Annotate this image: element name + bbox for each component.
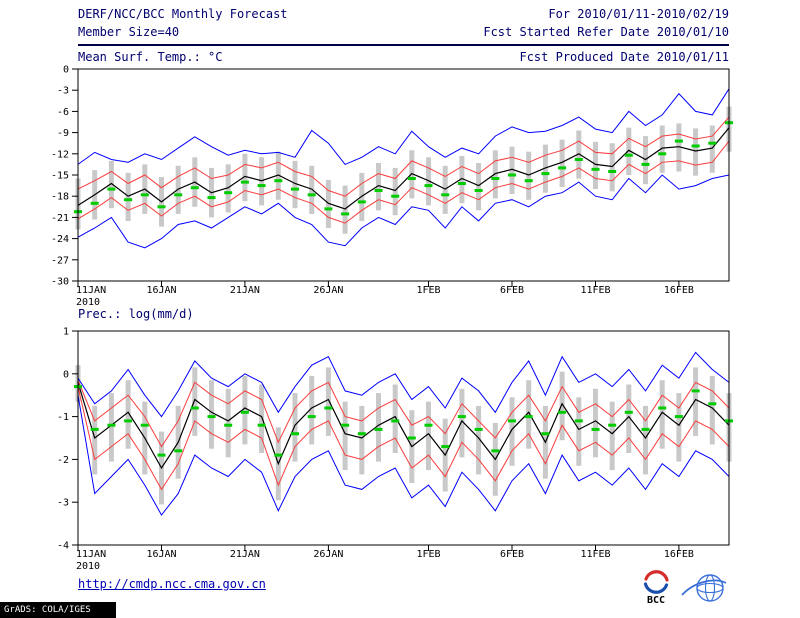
svg-text:6FEB: 6FEB — [500, 285, 524, 296]
series-upper-blue — [77, 351, 730, 418]
svg-text:16FEB: 16FEB — [664, 285, 694, 296]
series-lower-red — [77, 386, 730, 491]
bcc-logo: BCC — [643, 570, 669, 605]
grads-credit: GrADS: COLA/IGES — [0, 602, 116, 618]
svg-text:1: 1 — [63, 327, 69, 338]
svg-text:-3: -3 — [57, 498, 69, 509]
series-upper-blue — [77, 88, 730, 166]
svg-text:16FEB: 16FEB — [664, 549, 694, 560]
series-upper-red — [77, 380, 730, 448]
svg-text:2010: 2010 — [76, 561, 100, 572]
svg-text:-4: -4 — [57, 541, 69, 552]
bcc-logo-text: BCC — [647, 595, 665, 605]
svg-text:-15: -15 — [51, 171, 69, 182]
fcst-produced-date: Fcst Produced Date 2010/01/11 — [519, 50, 729, 64]
member-size-label: Member Size=40 — [78, 25, 180, 39]
series-upper-red — [77, 116, 730, 197]
svg-text:11JAN: 11JAN — [76, 285, 106, 296]
svg-text:-9: -9 — [57, 128, 69, 139]
svg-text:2010: 2010 — [76, 297, 100, 308]
svg-text:-24: -24 — [51, 234, 69, 245]
svg-text:11FEB: 11FEB — [580, 285, 610, 296]
ncc-globe-logo — [681, 574, 727, 602]
plot-frame — [77, 330, 730, 546]
svg-text:-1: -1 — [57, 412, 69, 423]
series-lower-blue — [77, 174, 730, 249]
series-mean-black — [77, 127, 730, 210]
series-lower-blue — [77, 395, 730, 516]
prec-chart-title: Prec.: log(mm/d) — [78, 307, 194, 321]
svg-text:26JAN: 26JAN — [313, 549, 343, 560]
forecast-period: For 2010/01/11-2010/02/19 — [548, 7, 729, 21]
header-divider — [78, 44, 729, 46]
y-axis: 1 0 -1 -2 -3 -4 — [57, 327, 78, 552]
svg-text:-21: -21 — [51, 213, 69, 224]
globe-meridian — [704, 574, 716, 602]
svg-text:16JAN: 16JAN — [146, 285, 176, 296]
svg-text:0: 0 — [63, 369, 69, 380]
bcc-logo-red-arc — [644, 570, 669, 582]
obs-green-dashes — [74, 385, 733, 457]
globe-outline — [696, 574, 724, 602]
plot-frame — [77, 68, 730, 282]
svg-text:21JAN: 21JAN — [230, 285, 260, 296]
bcc-logo-blue-arc — [643, 582, 669, 594]
svg-text:-12: -12 — [51, 149, 69, 160]
svg-text:-18: -18 — [51, 192, 69, 203]
svg-text:0: 0 — [63, 65, 69, 76]
svg-text:6FEB: 6FEB — [500, 549, 524, 560]
series-lower-red — [77, 140, 730, 224]
y-axis: 0 -3 -6 -9 -12 -15 -18 -21 -24 -27 -30 — [51, 65, 78, 288]
header-row-3: Mean Surf. Temp.: °C Fcst Produced Date … — [78, 50, 729, 64]
svg-text:-2: -2 — [57, 455, 69, 466]
svg-text:26JAN: 26JAN — [313, 285, 343, 296]
svg-text:11FEB: 11FEB — [580, 549, 610, 560]
svg-text:-3: -3 — [57, 86, 69, 97]
globe-equator — [696, 582, 724, 594]
svg-text:11JAN: 11JAN — [76, 549, 106, 560]
series-mean-black — [77, 382, 730, 470]
fcst-refer-date: Fcst Started Refer Date 2010/01/10 — [483, 25, 729, 39]
globe-swoosh — [681, 579, 727, 596]
svg-text:-6: -6 — [57, 107, 69, 118]
svg-text:-27: -27 — [51, 255, 69, 266]
header-row-2: Member Size=40 Fcst Started Refer Date 2… — [78, 25, 729, 39]
obs-green-dashes — [74, 121, 733, 216]
svg-text:1FEB: 1FEB — [416, 549, 440, 560]
source-url-link[interactable]: http://cmdp.ncc.cma.gov.cn — [78, 577, 266, 591]
temp-chart-title: Mean Surf. Temp.: °C — [78, 50, 223, 64]
svg-text:16JAN: 16JAN — [146, 549, 176, 560]
page-title: DERF/NCC/BCC Monthly Forecast — [78, 7, 288, 21]
svg-text:21JAN: 21JAN — [230, 549, 260, 560]
svg-text:1FEB: 1FEB — [416, 285, 440, 296]
header-row-1: DERF/NCC/BCC Monthly Forecast For 2010/0… — [78, 7, 729, 21]
svg-text:-30: -30 — [51, 277, 69, 288]
